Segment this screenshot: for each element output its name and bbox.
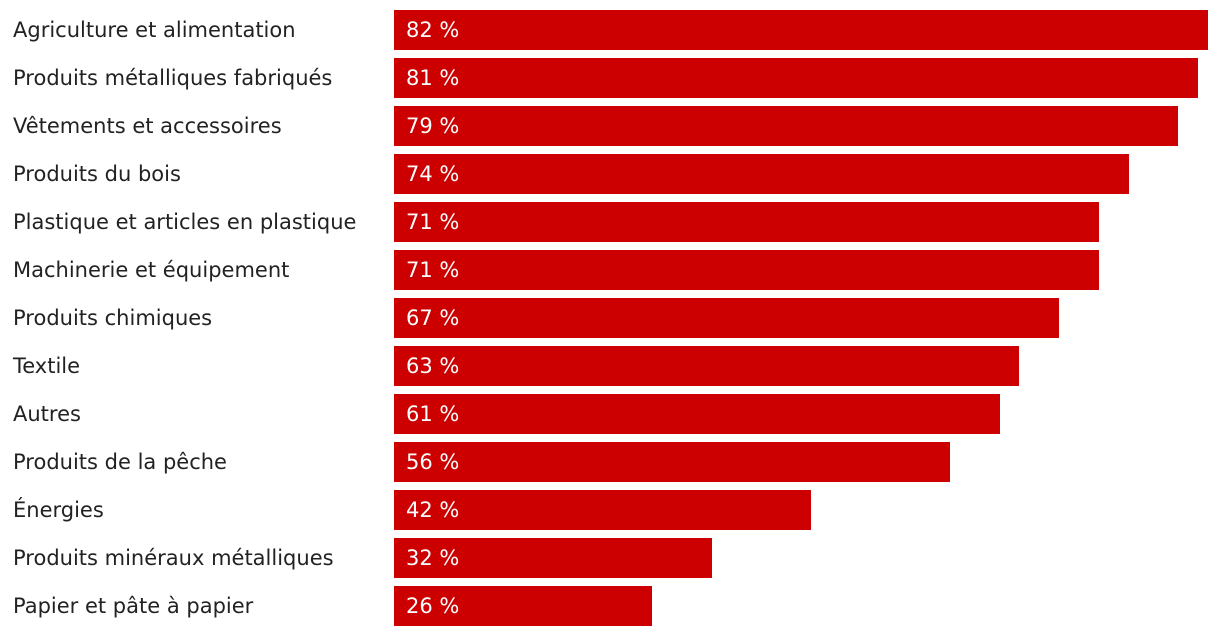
- bar: [394, 442, 950, 482]
- bar: [394, 586, 652, 626]
- bar: [394, 106, 1178, 146]
- bar-value-label: 63 %: [406, 354, 460, 378]
- bar: [394, 58, 1198, 98]
- bar: [394, 538, 712, 578]
- bar-value-label: 71 %: [406, 210, 460, 234]
- bar: [394, 10, 1208, 50]
- category-label: Plastique et articles en plastique: [13, 210, 357, 234]
- bar: [394, 154, 1129, 194]
- bar: [394, 346, 1019, 386]
- category-label: Vêtements et accessoires: [13, 114, 282, 138]
- category-label: Produits métalliques fabriqués: [13, 66, 333, 90]
- category-label: Machinerie et équipement: [13, 258, 290, 282]
- bar-value-label: 32 %: [406, 546, 460, 570]
- category-label: Produits de la pêche: [13, 450, 227, 474]
- bar-value-label: 79 %: [406, 114, 460, 138]
- bar-value-label: 26 %: [406, 594, 460, 618]
- bar-value-label: 74 %: [406, 162, 460, 186]
- bar: [394, 394, 1000, 434]
- bar-value-label: 56 %: [406, 450, 460, 474]
- category-label: Autres: [13, 402, 81, 426]
- bar-value-label: 71 %: [406, 258, 460, 282]
- bar: [394, 202, 1099, 242]
- category-label: Papier et pâte à papier: [13, 594, 254, 618]
- bar-value-label: 81 %: [406, 66, 460, 90]
- bar-value-label: 82 %: [406, 18, 460, 42]
- category-label: Agriculture et alimentation: [13, 18, 296, 42]
- bar-value-label: 67 %: [406, 306, 460, 330]
- category-label: Textile: [13, 354, 81, 378]
- category-label: Produits du bois: [13, 162, 181, 186]
- bar-value-label: 42 %: [406, 498, 460, 522]
- bar-value-label: 61 %: [406, 402, 460, 426]
- bar: [394, 490, 811, 530]
- category-label: Produits minéraux métalliques: [13, 546, 334, 570]
- category-label: Produits chimiques: [13, 306, 213, 330]
- category-label: Énergies: [13, 498, 104, 522]
- bar: [394, 298, 1059, 338]
- bar: [394, 250, 1099, 290]
